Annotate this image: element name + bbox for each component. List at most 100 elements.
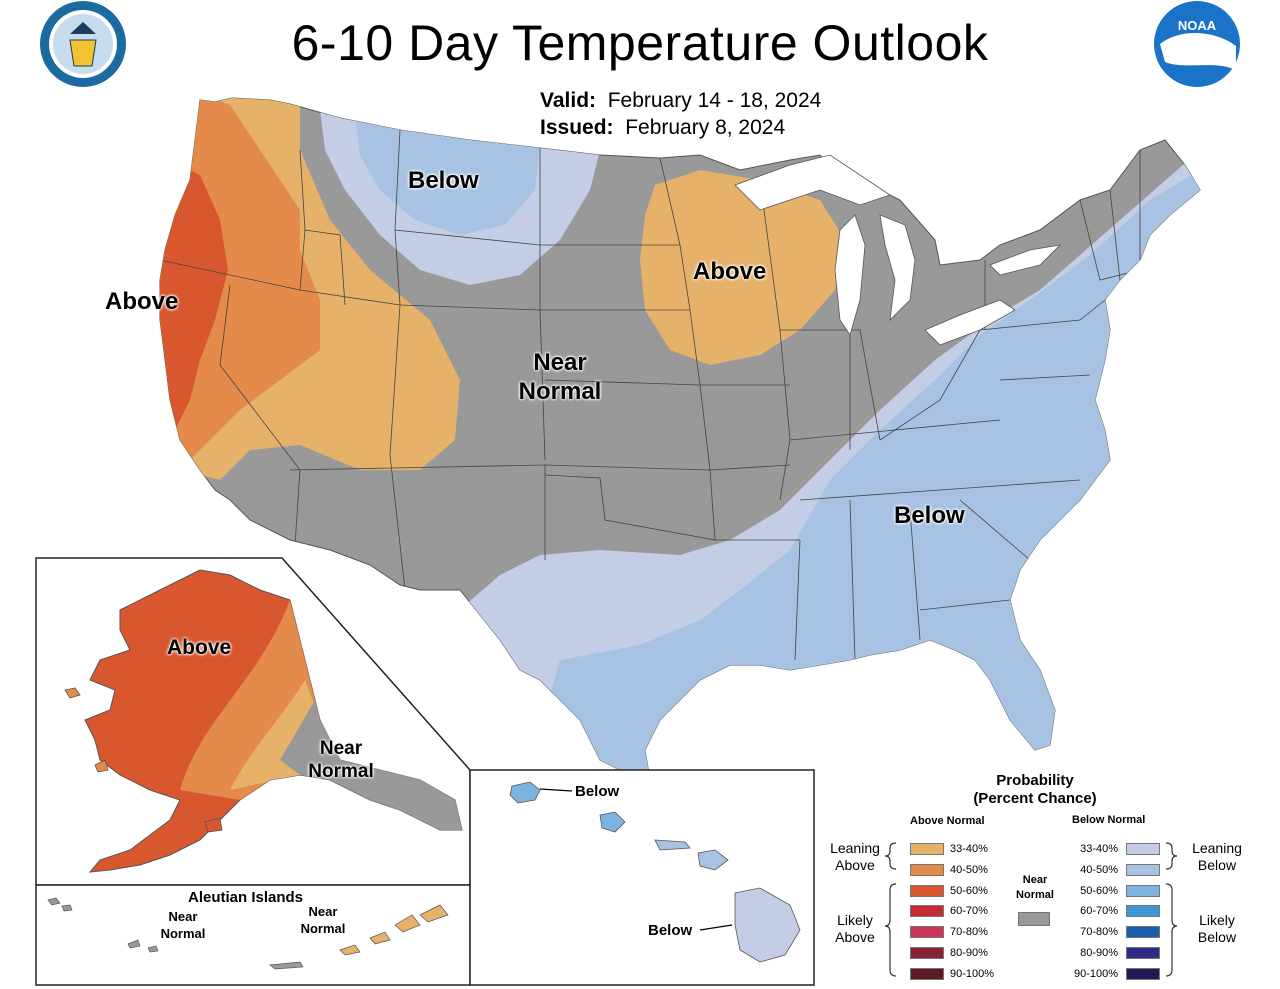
legend-above-row: 90-100% — [910, 967, 1004, 981]
legend-likely-below-line1: Likely — [1199, 912, 1235, 928]
legend-below-row: 33-40% — [1066, 842, 1160, 856]
legend-swatch — [910, 843, 944, 855]
label-alaska-above: Above — [167, 636, 232, 659]
legend-likely-above: Likely Above — [824, 912, 886, 946]
legend-pct-label: 33-40% — [950, 843, 988, 855]
legend-leaning-above-line2: Above — [835, 857, 875, 873]
legend-swatch — [910, 905, 944, 918]
legend-likely-above-line1: Likely — [837, 912, 873, 928]
issued-value: February 8, 2024 — [625, 116, 786, 139]
legend-title: Probability (Percent Chance) — [940, 772, 1130, 808]
legend-pct-label: 60-70% — [1080, 905, 1118, 918]
label-aleutian-near-2: Near Normal — [296, 903, 350, 937]
legend-below-row: 50-60% — [1066, 884, 1160, 898]
legend-below-row: 60-70% — [1066, 904, 1160, 918]
legend-near-normal-label: Near Normal — [1010, 873, 1060, 903]
legend-likely-above-line2: Above — [835, 929, 875, 945]
legend-pct-label: 70-80% — [950, 926, 988, 939]
legend-near-line2: Normal — [1016, 889, 1054, 901]
legend-below-row: 90-100% — [1066, 967, 1160, 981]
legend-pct-label: 40-50% — [950, 863, 988, 876]
aleutian-title: Aleutian Islands — [188, 889, 304, 906]
aleutian-inset — [35, 884, 471, 986]
label-near-line1: Near — [533, 349, 587, 376]
legend-near-line1: Near — [1022, 874, 1048, 886]
legend-pct-label: 33-40% — [1080, 843, 1118, 855]
label-alaska-near-line2: Normal — [308, 761, 374, 782]
legend-swatch — [1126, 926, 1160, 939]
legend-pct-label: 90-100% — [1073, 967, 1118, 980]
hawaii-inset — [469, 769, 815, 986]
north-below-40-50 — [355, 115, 540, 235]
label-below-north: Below — [408, 167, 479, 194]
alaska-islands — [64, 687, 223, 833]
noaa-logo-icon: NOAA — [1154, 1, 1240, 87]
commerce-seal-icon — [40, 1, 126, 87]
legend-swatch — [910, 884, 944, 897]
great-lakes — [734, 154, 1062, 346]
legend-swatch — [1126, 843, 1160, 855]
legend-swatch — [910, 947, 944, 959]
label-below-east: Below — [894, 502, 965, 529]
issued-line: Issued: February 8, 2024 — [540, 116, 785, 140]
label-above-west: Above — [105, 288, 179, 315]
legend-swatch — [1126, 967, 1160, 980]
legend-above-row: 60-70% — [910, 904, 1004, 918]
legend-above-row: 50-60% — [910, 884, 1004, 898]
aleutian-islands — [47, 897, 449, 970]
legend-pct-label: 50-60% — [1080, 884, 1118, 897]
legend-title-line2: (Percent Chance) — [973, 790, 1097, 807]
label-aleutian-near-2-line2: Normal — [300, 921, 346, 936]
legend-swatch — [910, 926, 944, 939]
aleutian-inset-frame — [35, 884, 471, 986]
issued-label: Issued: — [540, 116, 614, 139]
midwest-above-33-40 — [640, 170, 845, 365]
legend-leaning-above: Leaning Above — [824, 840, 886, 874]
legend-swatch — [1126, 905, 1160, 918]
label-aleutian-near-1-line2: Normal — [160, 926, 206, 941]
label-aleutian-near-2-line1: Near — [308, 904, 338, 919]
legend-pct-label: 80-90% — [1080, 947, 1118, 959]
page-title: 6-10 Day Temperature Outlook — [291, 15, 989, 71]
legend-pct-label: 60-70% — [950, 905, 988, 918]
legend-below-row: 80-90% — [1066, 946, 1160, 960]
legend-swatch — [1126, 947, 1160, 959]
legend-above-row: 40-50% — [910, 863, 1004, 877]
legend-pct-label: 50-60% — [950, 884, 988, 897]
legend-below-row: 70-80% — [1066, 925, 1160, 939]
valid-label: Valid: — [540, 89, 597, 112]
hawaii-top-pointer — [539, 788, 573, 792]
legend-near-normal-swatch — [1018, 912, 1050, 926]
state-borders — [160, 129, 1141, 661]
label-aleutian-near-1: Near Normal — [156, 908, 210, 942]
label-hawaii-below-top: Below — [575, 783, 620, 800]
hawaii-big-island — [734, 887, 801, 963]
legend-swatch — [910, 863, 944, 876]
legend-likely-below-line2: Below — [1197, 929, 1237, 945]
legend-above-row: 80-90% — [910, 946, 1004, 960]
oahu-island — [599, 811, 626, 833]
legend-above-header: Above Normal — [910, 815, 985, 827]
hawaii-bottom-pointer — [699, 924, 733, 931]
svg-text:NOAA: NOAA — [1178, 18, 1217, 33]
legend-leaning-below: Leaning Below — [1186, 840, 1248, 874]
legend-swatch — [1126, 863, 1160, 876]
legend-pct-label: 90-100% — [950, 967, 995, 980]
legend-swatch — [1126, 884, 1160, 897]
hawaii-islands — [509, 781, 801, 963]
legend-leaning-below-line2: Below — [1197, 857, 1237, 873]
legend-pct-label: 80-90% — [950, 947, 988, 959]
label-aleutian-near-1-line1: Near — [168, 909, 198, 924]
legend-below-row: 40-50% — [1066, 863, 1160, 877]
molokai-island — [654, 839, 691, 851]
legend-leaning-below-line1: Leaning — [1192, 840, 1242, 856]
label-near-normal-conus: Near Normal — [514, 348, 606, 406]
legend-likely-below: Likely Below — [1186, 912, 1248, 946]
legend-above-row: 70-80% — [910, 925, 1004, 939]
legend-swatch — [910, 967, 944, 980]
legend-pct-label: 40-50% — [1080, 863, 1118, 876]
valid-line: Valid: February 14 - 18, 2024 — [540, 89, 821, 113]
alaska-inset — [35, 557, 471, 886]
legend-pct-label: 70-80% — [1080, 926, 1118, 939]
